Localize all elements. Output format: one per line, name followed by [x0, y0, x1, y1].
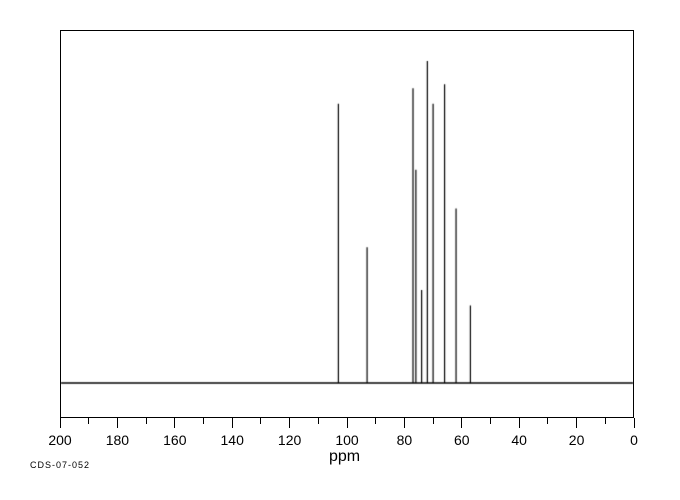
x-tick-minor	[260, 418, 261, 424]
x-tick-major	[519, 418, 520, 428]
x-tick-label: 140	[221, 432, 244, 448]
x-tick-major	[634, 418, 635, 428]
x-tick-label: 20	[569, 432, 585, 448]
x-tick-major	[347, 418, 348, 428]
x-tick-label: 80	[397, 432, 413, 448]
x-tick-label: 40	[511, 432, 527, 448]
x-tick-major	[60, 418, 61, 428]
x-tick-minor	[318, 418, 319, 424]
x-tick-label: 180	[106, 432, 129, 448]
x-tick-label: 0	[630, 432, 638, 448]
x-tick-major	[232, 418, 233, 428]
x-tick-major	[289, 418, 290, 428]
x-tick-minor	[490, 418, 491, 424]
x-tick-major	[461, 418, 462, 428]
x-tick-major	[576, 418, 577, 428]
x-tick-label: 100	[335, 432, 358, 448]
x-tick-minor	[146, 418, 147, 424]
footer-id: CDS-07-052	[30, 460, 90, 470]
x-tick-major	[404, 418, 405, 428]
x-tick-label: 160	[163, 432, 186, 448]
x-tick-minor	[433, 418, 434, 424]
x-tick-minor	[88, 418, 89, 424]
x-tick-minor	[605, 418, 606, 424]
x-tick-minor	[547, 418, 548, 424]
x-tick-major	[174, 418, 175, 428]
x-tick-label: 120	[278, 432, 301, 448]
x-tick-label: 200	[48, 432, 71, 448]
x-tick-major	[117, 418, 118, 428]
spectrum-canvas	[0, 0, 680, 500]
x-tick-label: 60	[454, 432, 470, 448]
x-tick-minor	[203, 418, 204, 424]
x-axis-label: ppm	[329, 448, 360, 466]
x-tick-minor	[375, 418, 376, 424]
